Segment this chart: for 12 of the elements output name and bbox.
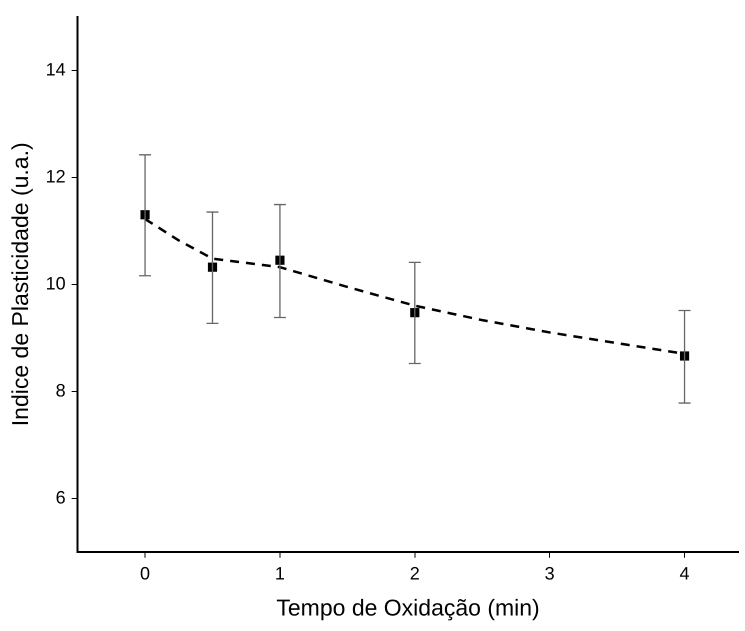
x-tick-label: 2	[410, 564, 420, 584]
y-tick-label: 14	[46, 59, 66, 80]
y-tick-label: 10	[46, 273, 66, 294]
y-axis-title: Indice de Plasticidade (u.a.)	[7, 142, 34, 426]
x-tick-label: 3	[544, 564, 555, 584]
y-tick-label: 8	[56, 380, 66, 400]
x-tick-label: 1	[274, 564, 285, 584]
x-tick-label: 0	[140, 564, 150, 584]
y-tick-label: 12	[46, 166, 66, 186]
x-tick-label: 4	[680, 564, 690, 584]
y-tick-label: 6	[56, 487, 66, 508]
x-axis-title: Tempo de Oxidação (min)	[276, 594, 540, 621]
